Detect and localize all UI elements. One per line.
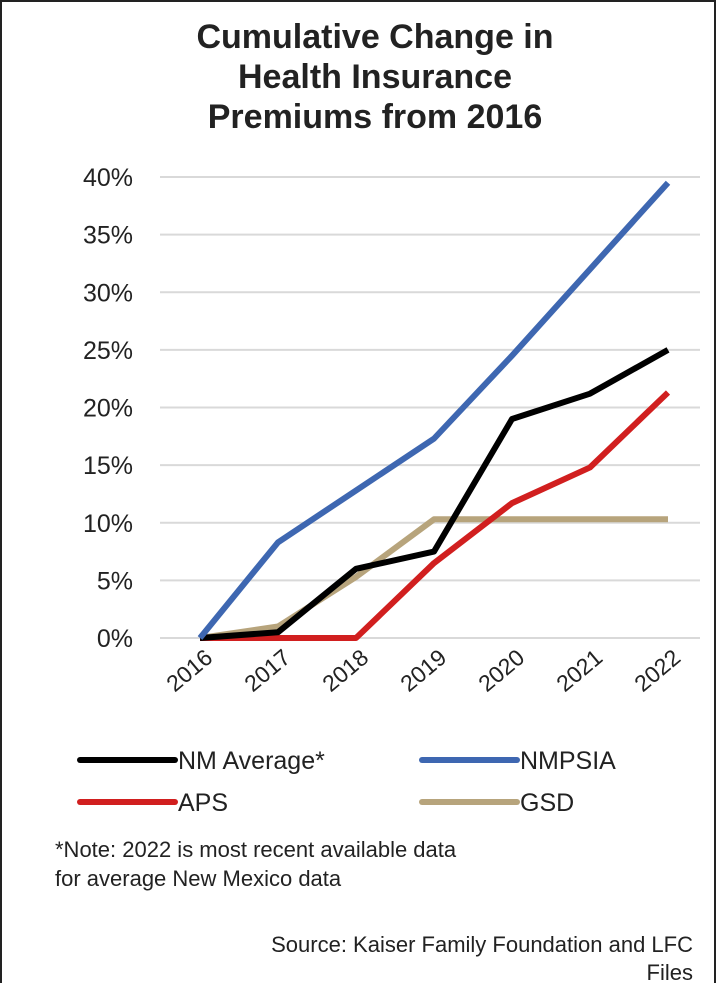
x-tick-label: 2019 [395, 644, 451, 697]
y-tick-label: 30% [83, 279, 133, 307]
line-series [199, 347, 670, 641]
y-tick-label: 15% [83, 452, 133, 480]
x-tick-label: 2017 [239, 644, 295, 697]
chart-title: Health Insurance [238, 58, 512, 96]
legend-label: GSD [520, 789, 574, 817]
legend-label: NMPSIA [520, 747, 616, 775]
line-series [200, 390, 671, 641]
source: Source: Kaiser Family Foundation and LFC [271, 932, 693, 957]
line-series [199, 516, 668, 641]
x-tick-label: 2020 [473, 644, 529, 697]
line-series [197, 180, 671, 640]
y-tick-label: 20% [83, 395, 133, 423]
chart-title: Cumulative Change in [196, 18, 553, 56]
legend-label: APS [178, 789, 228, 817]
note: *Note: 2022 is most recent available dat… [55, 837, 457, 862]
source: Files [647, 960, 693, 983]
y-tick-label: 0% [97, 625, 133, 653]
legend-label: NM Average* [178, 747, 325, 775]
x-tick-label: 2022 [629, 644, 685, 697]
x-tick-label: 2018 [317, 644, 373, 697]
y-tick-label: 35% [83, 222, 133, 250]
note: for average New Mexico data [55, 866, 342, 891]
y-tick-label: 5% [97, 567, 133, 595]
x-tick-label: 2016 [161, 644, 217, 697]
x-tick-label: 2021 [551, 644, 607, 697]
chart-title: Premiums from 2016 [208, 98, 543, 136]
y-tick-label: 25% [83, 337, 133, 365]
y-tick-label: 10% [83, 510, 133, 538]
y-tick-label: 40% [83, 164, 133, 192]
